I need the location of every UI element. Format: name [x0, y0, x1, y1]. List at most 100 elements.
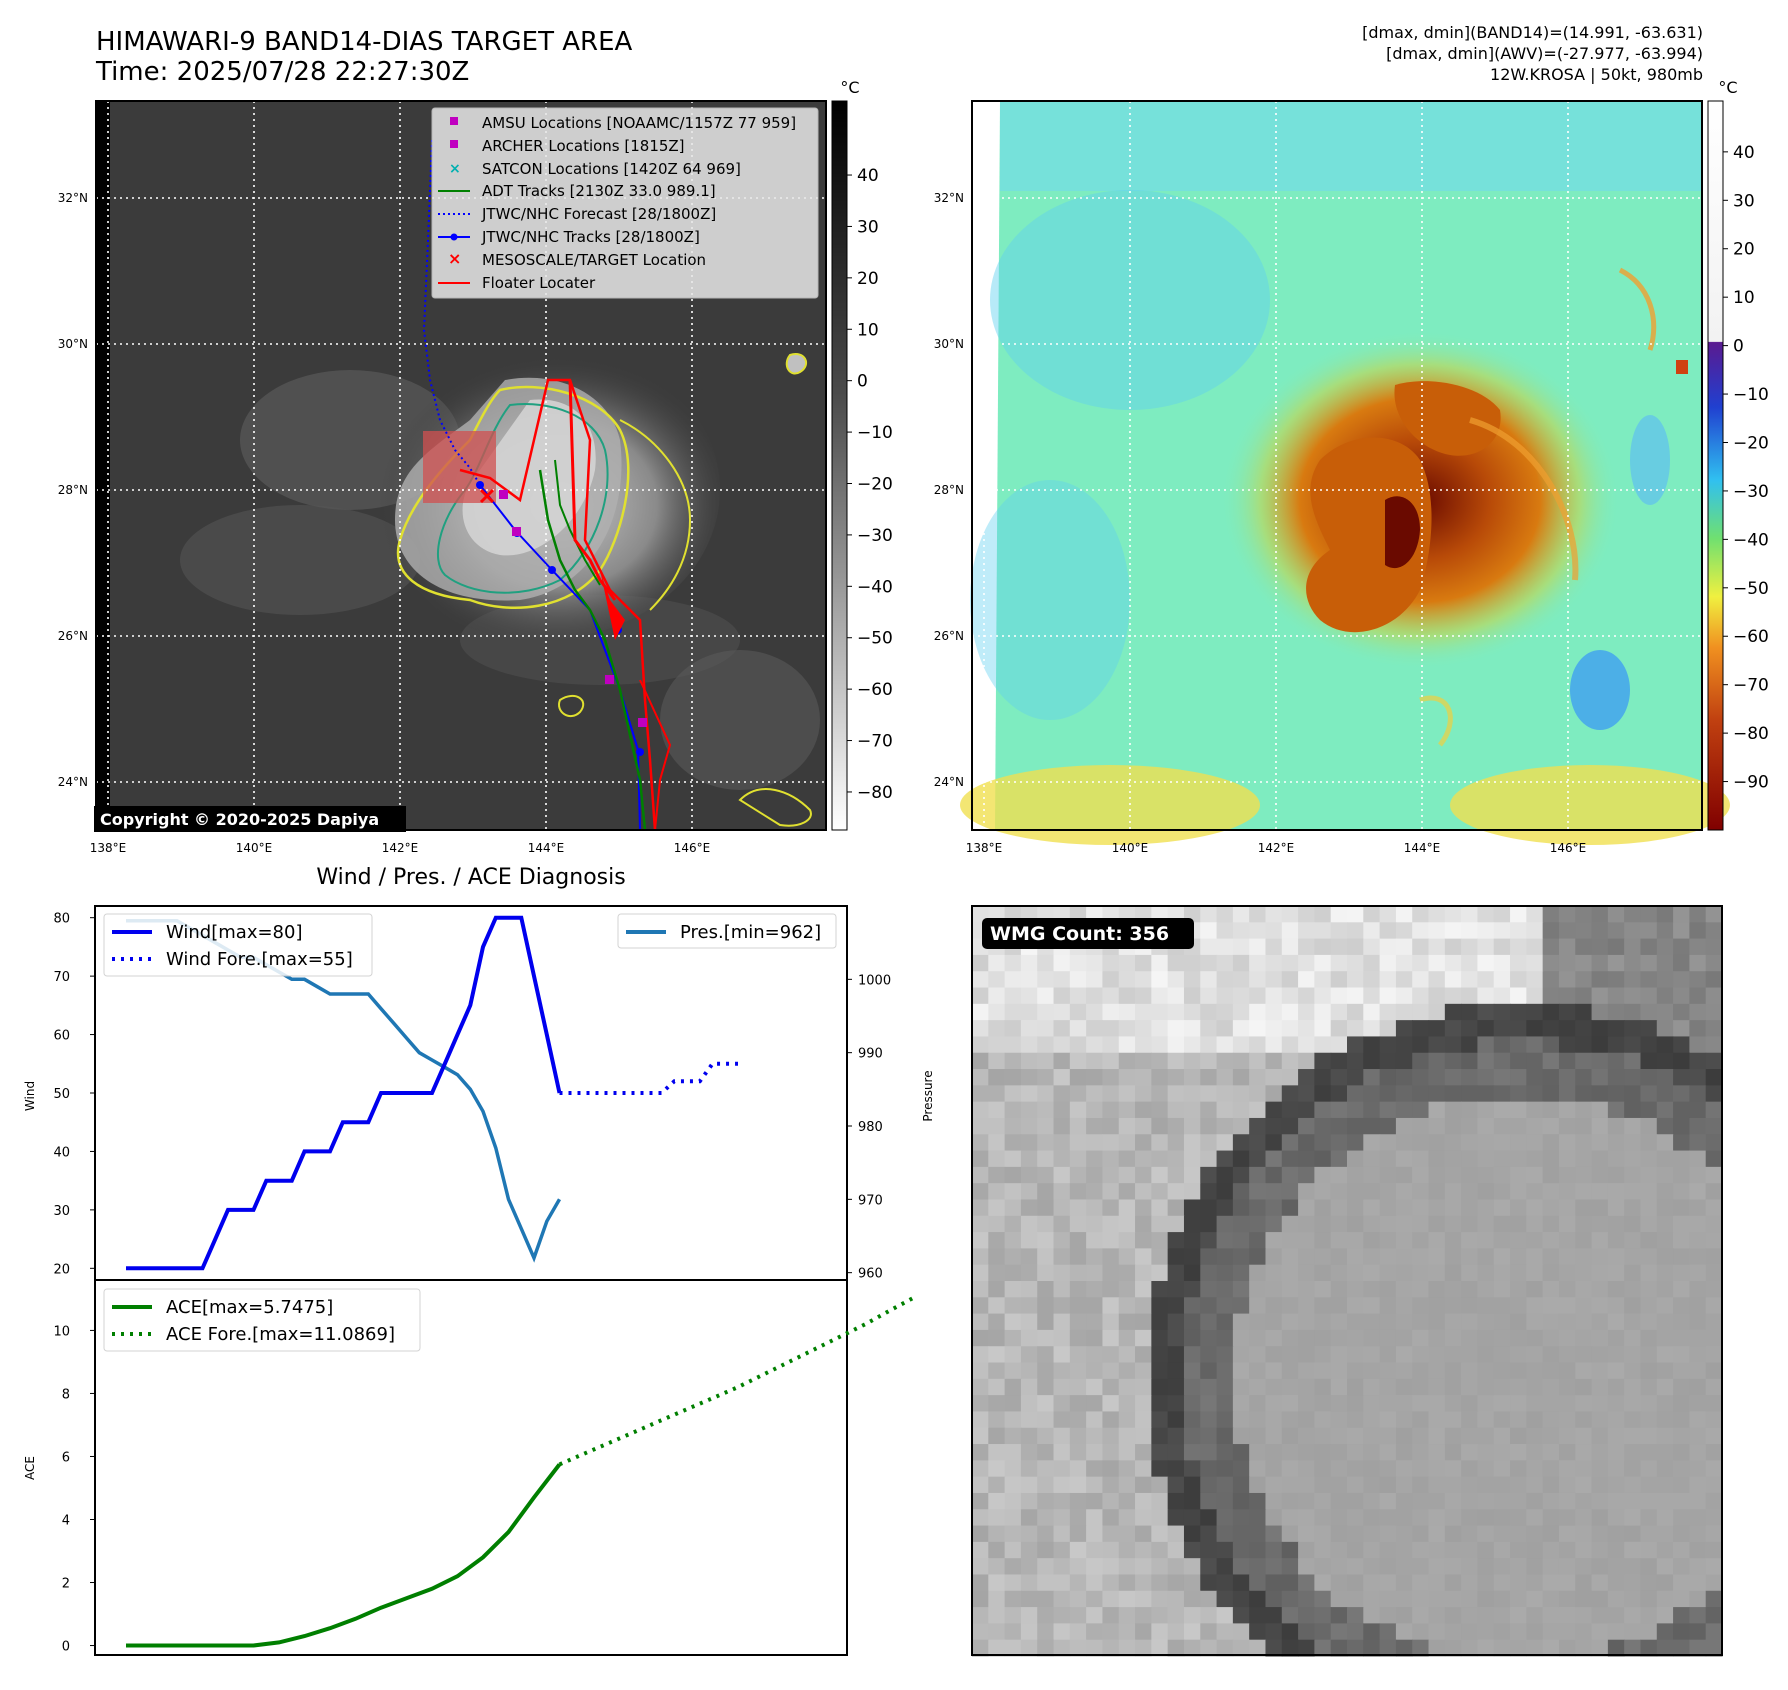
band14-map: AMSU Locations [NOAAMC/1157Z 77 959] ARC…	[94, 100, 827, 832]
ace-tick-label: 2	[62, 1577, 70, 1592]
archer-marker	[512, 527, 521, 536]
ace-chart: 10 8 6 4 2 0 ACE ACE[max=5.7475] ACE Fore.[ma…	[23, 1279, 918, 1656]
wind-axis-label: Wind	[23, 1081, 37, 1111]
colorbar-tick-label: −60	[857, 680, 893, 700]
colorbar-tick-label: −20	[857, 474, 893, 494]
colorbar-tick-label: −10	[857, 423, 893, 443]
lat-label: 32°N	[934, 191, 964, 205]
lat-label: 26°N	[58, 629, 88, 643]
jtwc-forecast-track	[422, 139, 481, 486]
pressure-legend: Pres.[min=962]	[617, 913, 837, 949]
wind-legend: Wind[max=80] Wind Fore.[max=55]	[103, 913, 373, 977]
legend-amsu-icon	[450, 117, 458, 125]
colorbar-tick-label: 30	[1733, 191, 1755, 211]
amsu-marker	[499, 490, 508, 499]
colorbar-tick-label: 40	[1733, 143, 1755, 163]
legend-archer: ARCHER Locations [1815Z]	[482, 137, 685, 155]
awv-gridlines	[972, 101, 1702, 830]
lon-label: 142°E	[382, 841, 419, 855]
lat-label: 30°N	[58, 337, 88, 351]
legend-ace-fore: ACE Fore.[max=11.0869]	[166, 1324, 395, 1345]
awv-map	[960, 100, 1730, 845]
colorbar-tick-label: −90	[1733, 773, 1769, 793]
colorbar-tick-label: −30	[857, 526, 893, 546]
info-storm: 12W.KROSA | 50kt, 980mb	[1490, 65, 1703, 84]
copyright: Copyright © 2020-2025 Dapiya	[100, 810, 379, 829]
lon-label: 140°E	[1112, 841, 1149, 855]
ace-tick-label: 8	[62, 1387, 70, 1402]
lon-label: 146°E	[1550, 841, 1587, 855]
colorbar-tick-label: −50	[1733, 579, 1769, 599]
awv-colorbar: °C 40 30 20 10 0 −10 −20 −30 −40 −50 −60 −70 −80 −90	[1707, 78, 1769, 831]
lat-label: 28°N	[58, 483, 88, 497]
colorbar-tick-label: 30	[857, 217, 879, 237]
ace-axis-label: ACE	[23, 1456, 37, 1480]
wmg-panel: WMG Count: 356	[971, 905, 1723, 1657]
info-awv-range: [dmax, dmin](AWV)=(-27.977, -63.994)	[1386, 44, 1703, 63]
ace-legend: ACE[max=5.7475] ACE Fore.[max=11.0869]	[103, 1288, 421, 1352]
lon-label: 140°E	[236, 841, 273, 855]
legend-archer-icon	[450, 140, 458, 148]
lat-label: 24°N	[58, 775, 88, 789]
ace-forecast-series-line	[558, 1294, 918, 1467]
wind-tick-label: 50	[53, 1087, 70, 1102]
colorbar-tick-label: −40	[1733, 530, 1769, 550]
lon-label: 142°E	[1258, 841, 1295, 855]
ace-tick-label: 10	[53, 1324, 70, 1339]
figure-title: HIMAWARI-9 BAND14-DIAS TARGET AREA	[96, 27, 633, 57]
wmg-count: WMG Count: 356	[990, 923, 1169, 945]
adt-track	[538, 469, 647, 831]
colorbar-tick-label: 20	[1733, 240, 1755, 260]
legend-amsu: AMSU Locations [NOAAMC/1157Z 77 959]	[482, 114, 796, 132]
lon-label: 144°E	[1404, 841, 1441, 855]
wind-tick-label: 30	[53, 1204, 70, 1219]
colorbar-tick-label: −80	[1733, 724, 1769, 744]
lat-label: 24°N	[934, 775, 964, 789]
wind-tick-label: 80	[53, 912, 70, 927]
lon-label: 138°E	[90, 841, 127, 855]
legend-target: MESOSCALE/TARGET Location	[482, 251, 706, 269]
band14-legend: AMSU Locations [NOAAMC/1157Z 77 959] ARC…	[431, 107, 819, 299]
band14-colorbar-unit: °C	[840, 78, 859, 97]
diagnosis-title: Wind / Pres. / ACE Diagnosis	[316, 865, 625, 890]
colorbar-tick-label: −70	[1733, 676, 1769, 696]
ace-series-line	[126, 1463, 562, 1648]
band14-colorbar: °C 40 30 20 10 0 −10 −20 −30 −40 −50 −60 −70 −80	[831, 78, 893, 831]
wind-tick-label: 70	[53, 970, 70, 985]
lat-label: 30°N	[934, 337, 964, 351]
legend-pres: Pres.[min=962]	[680, 922, 821, 943]
legend-ace: ACE[max=5.7475]	[166, 1297, 333, 1318]
wmg-label-box	[982, 918, 1194, 949]
lat-label: 26°N	[934, 629, 964, 643]
legend-target-icon: ×	[448, 249, 461, 268]
colorbar-tick-label: 10	[857, 320, 879, 340]
colorbar-tick-label: 10	[1733, 288, 1755, 308]
legend-satcon: SATCON Locations [1420Z 64 969]	[482, 160, 741, 178]
lat-label: 32°N	[58, 191, 88, 205]
legend-adt: ADT Tracks [2130Z 33.0 989.1]	[482, 182, 716, 200]
colorbar-tick-label: 20	[857, 269, 879, 289]
wmg-pixel-field	[972, 906, 1723, 1657]
legend-floater: Floater Locater	[482, 274, 596, 292]
wind-pressure-chart: 80 70 60 50 40 30 20 1000 990 980 970 960 Wind Pre…	[23, 905, 935, 1282]
colorbar-tick-label: −70	[857, 732, 893, 752]
awv-axis-labels: 32°N 30°N 28°N 26°N 24°N 138°E 140°E 142…	[934, 191, 1587, 855]
colorbar-tick-label: 0	[857, 372, 868, 392]
target-location-marker	[479, 488, 495, 504]
colorbar-tick-label: −60	[1733, 627, 1769, 647]
ace-tick-label: 0	[62, 1640, 70, 1655]
figure-time: Time: 2025/07/28 22:27:30Z	[95, 57, 469, 87]
ace-tick-label: 6	[62, 1450, 70, 1465]
awv-frame	[971, 100, 1703, 831]
lon-label: 138°E	[966, 841, 1003, 855]
colorbar-tick-label: −30	[1733, 482, 1769, 502]
colorbar-tick-label: −40	[857, 577, 893, 597]
ace-tick-label: 4	[62, 1513, 70, 1528]
copyright-box	[94, 806, 406, 832]
wind-tick-label: 20	[53, 1262, 70, 1277]
lon-label: 146°E	[674, 841, 711, 855]
legend-wind-fore: Wind Fore.[max=55]	[166, 949, 353, 970]
wind-tick-label: 60	[53, 1029, 70, 1044]
awv-colorbar-unit: °C	[1718, 78, 1737, 97]
